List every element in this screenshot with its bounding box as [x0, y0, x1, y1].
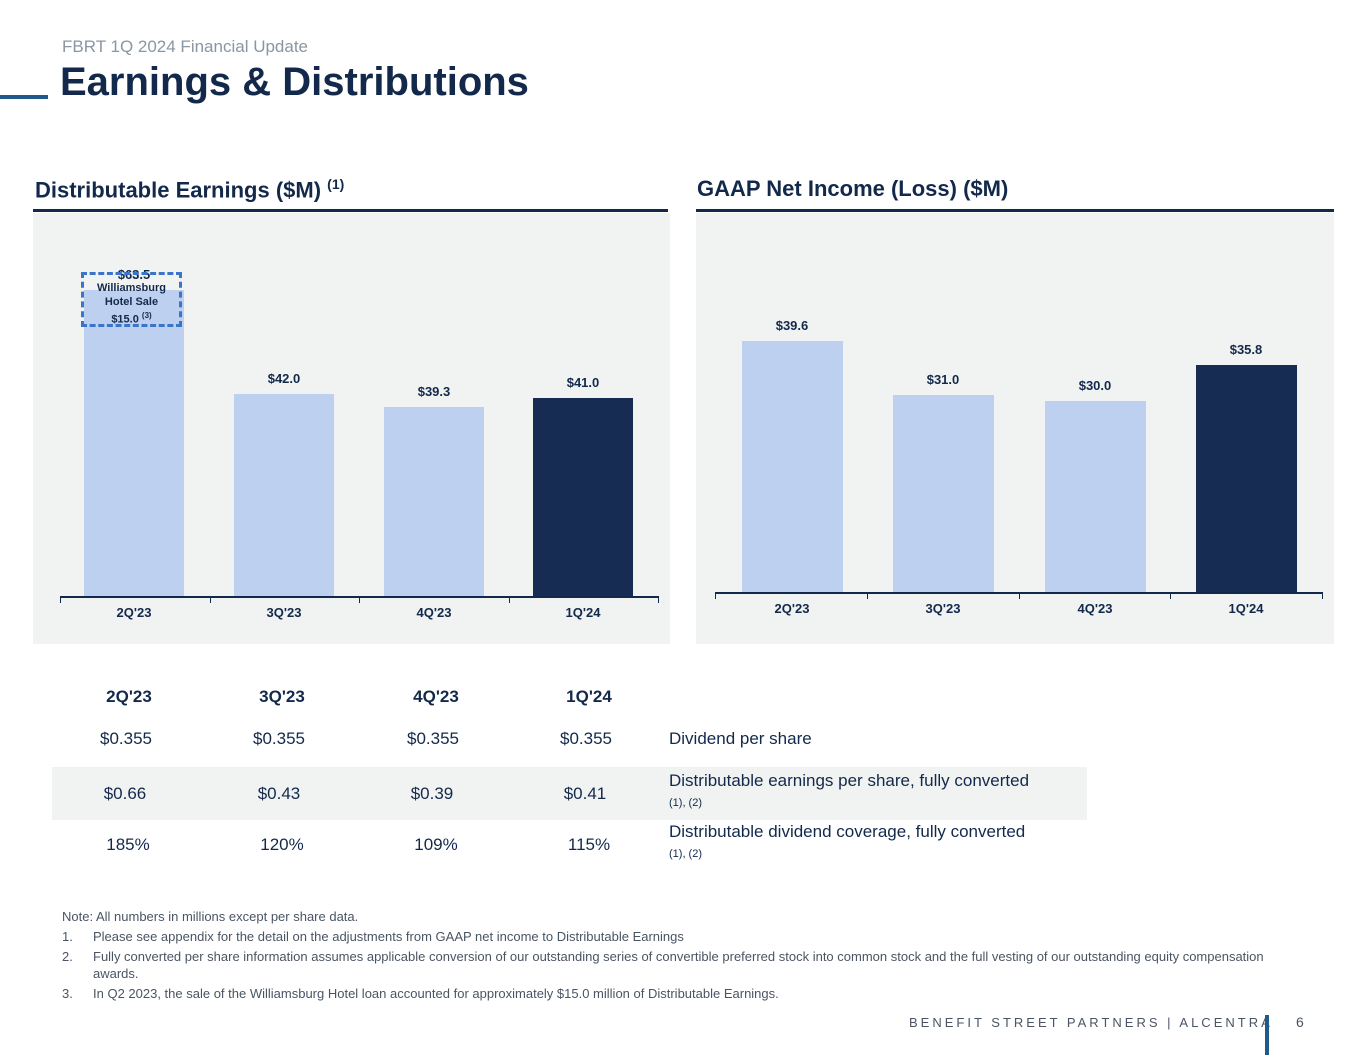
row-label-dividend: Dividend per share [669, 729, 812, 748]
gaap-net-income-chart: $39.6 2Q'23 $31.0 3Q'23 $30.0 4Q'23 $35.8 1Q'24 [696, 213, 1334, 644]
right-chart-title: GAAP Net Income (Loss) ($M) [697, 176, 1009, 201]
dividend-3q23: $0.355 [253, 729, 305, 748]
dividend-2q23: $0.355 [100, 729, 152, 748]
page-title: Earnings & Distributions [60, 60, 529, 104]
gaap-x-axis-tick [1019, 592, 1020, 599]
de-bar [84, 290, 184, 596]
gaap-bar-value-label: $30.0 [1078, 378, 1112, 393]
gaap-bar [892, 395, 994, 592]
coverage-2q23: 185% [106, 835, 150, 854]
de-bar [384, 407, 484, 596]
footnotes: Note: All numbers in millions except per… [62, 908, 1282, 1005]
deck-subtitle: FBRT 1Q 2024 Financial Update [62, 37, 309, 56]
row-note-coverage: (1), (2) [669, 848, 702, 860]
de-x-axis-tick [210, 596, 211, 603]
callout-amount: $15.0 [111, 313, 139, 326]
callout-footnote: (3) [141, 311, 152, 320]
de-per-share-1q24: $0.41 [563, 784, 607, 803]
gaap-bar [741, 341, 843, 592]
dividend-1q24: $0.355 [560, 729, 612, 748]
title-accent-line [0, 95, 48, 99]
distributable-earnings-chart: $63.5 2Q'23 $42.0 3Q'23 $39.3 4Q'23 $41.0 1Q'24 [33, 213, 670, 644]
footnote-heading: Note: All numbers in millions except per… [62, 909, 359, 924]
footnote-1-number: 1. [62, 929, 73, 944]
de-x-axis-tick [359, 596, 360, 603]
de-category-label: 1Q'24 [565, 605, 601, 620]
table-header-4q23: 4Q'23 [413, 687, 459, 706]
footnote-2-text: Fully converted per share information as… [93, 949, 1264, 981]
footnote-2: 2. Fully converted per share information… [62, 948, 1282, 982]
table-header-1q24: 1Q'24 [566, 687, 612, 706]
footer-accent-bar [1265, 1015, 1269, 1055]
gaap-bar [1044, 401, 1146, 592]
de-category-label: 2Q'23 [116, 605, 152, 620]
de-bar [234, 394, 334, 596]
table-row-band [52, 767, 1087, 820]
page-number: 6 [1296, 1014, 1304, 1030]
left-chart-title-text: Distributable Earnings ($M) [35, 177, 322, 203]
gaap-category-label: 4Q'23 [1077, 601, 1113, 616]
de-x-axis-tick [509, 596, 510, 603]
gaap-bar-value-label: $35.8 [1229, 342, 1263, 357]
gaap-x-axis-tick [1322, 592, 1323, 599]
gaap-category-label: 3Q'23 [925, 601, 961, 616]
de-per-share-2q23: $0.66 [103, 784, 147, 803]
de-x-axis-tick [60, 596, 61, 603]
gaap-x-axis-tick [867, 592, 868, 599]
de-per-share-3q23: $0.43 [257, 784, 301, 803]
williamsburg-hotel-sale-callout: Williamsburg Hotel Sale $15.0 (3) [81, 272, 182, 327]
footnote-3: 3. In Q2 2023, the sale of the Williamsb… [62, 985, 1282, 1002]
gaap-x-axis-tick [1170, 592, 1171, 599]
gaap-bar [1195, 365, 1297, 592]
row-label-de-per-share: Distributable earnings per share, fully … [669, 771, 1030, 790]
gaap-bar-value-label: $39.6 [775, 318, 809, 333]
de-bar-value-label: $41.0 [566, 375, 600, 390]
de-x-axis-tick [658, 596, 659, 603]
de-bar-value-label: $39.3 [417, 384, 451, 399]
coverage-4q23: 109% [414, 835, 458, 854]
row-note-de-per-share: (1), (2) [669, 797, 702, 809]
left-chart-title-rule [33, 209, 668, 212]
de-bar [533, 398, 633, 596]
callout-line-3: $15.0 (3) [84, 309, 179, 327]
dividend-4q23: $0.355 [407, 729, 459, 748]
callout-line-2: Hotel Sale [104, 296, 159, 308]
gaap-category-label: 1Q'24 [1228, 601, 1264, 616]
de-category-label: 3Q'23 [266, 605, 302, 620]
coverage-1q24: 115% [567, 835, 611, 854]
left-chart-title-footnote: (1) [327, 176, 345, 192]
right-chart-title-rule [696, 209, 1334, 212]
row-label-coverage: Distributable dividend coverage, fully c… [669, 822, 1026, 841]
gaap-x-axis-tick [715, 592, 716, 599]
de-per-share-4q23: $0.39 [410, 784, 454, 803]
footer-brand: BENEFIT STREET PARTNERS | ALCENTRA [909, 1015, 1273, 1030]
table-header-3q23: 3Q'23 [259, 687, 305, 706]
de-category-label: 4Q'23 [416, 605, 452, 620]
footnote-1: 1. Please see appendix for the detail on… [62, 928, 1282, 945]
footnote-2-number: 2. [62, 949, 73, 964]
gaap-x-axis [715, 592, 1322, 594]
gaap-bar-value-label: $31.0 [926, 372, 960, 387]
callout-line-1: Williamsburg [97, 282, 166, 294]
coverage-3q23: 120% [260, 835, 304, 854]
footnote-3-number: 3. [62, 986, 73, 1001]
left-chart-title: Distributable Earnings ($M) (1) [35, 176, 344, 203]
footnote-1-text: Please see appendix for the detail on th… [93, 929, 684, 944]
table-header-2q23: 2Q'23 [106, 687, 152, 706]
footnote-3-text: In Q2 2023, the sale of the Williamsburg… [93, 986, 779, 1001]
gaap-category-label: 2Q'23 [774, 601, 810, 616]
de-bar-value-label: $42.0 [267, 371, 301, 386]
